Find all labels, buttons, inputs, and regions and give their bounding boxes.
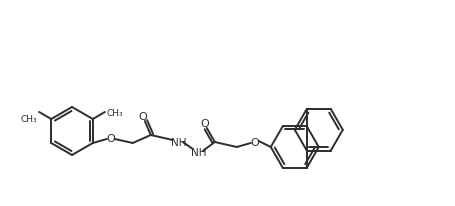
Text: NH: NH	[171, 137, 186, 147]
Text: O: O	[138, 111, 147, 121]
Text: CH₃: CH₃	[106, 109, 123, 118]
Text: O: O	[200, 118, 209, 128]
Text: O: O	[250, 137, 258, 147]
Text: O: O	[106, 133, 115, 143]
Text: CH₃: CH₃	[20, 115, 37, 123]
Text: NH: NH	[191, 147, 206, 157]
